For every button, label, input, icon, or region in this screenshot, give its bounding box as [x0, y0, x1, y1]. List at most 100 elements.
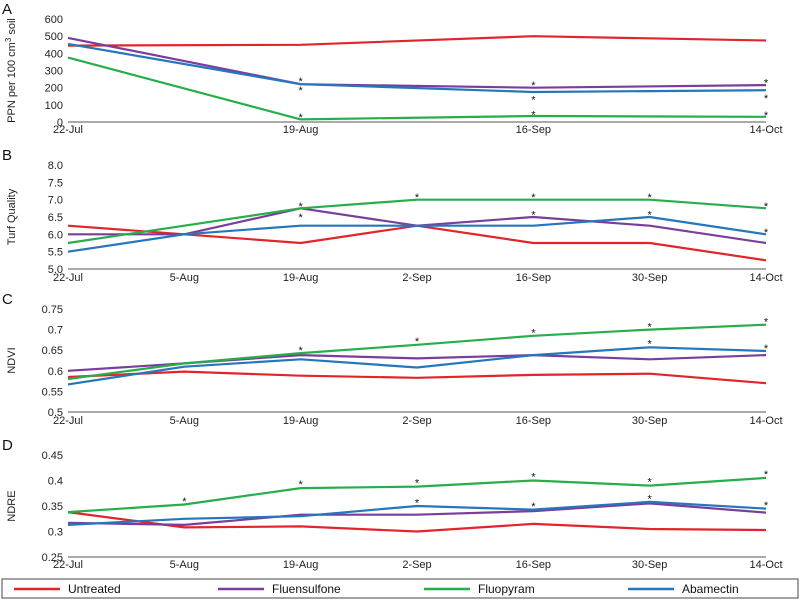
panel-c-x-tick-label: 22-Jul	[53, 415, 83, 427]
panel-b-significance-marker: *	[531, 192, 536, 204]
panel-b-significance-marker: *	[299, 201, 304, 213]
panel-d-significance-marker: *	[182, 496, 187, 508]
panel-d-significance-marker: *	[764, 500, 769, 512]
panel-a-significance-marker: *	[764, 93, 769, 105]
panel-b-x-tick-label: 19-Aug	[283, 272, 318, 284]
panel-d-significance-marker: *	[764, 469, 769, 481]
panel-d-series-abamectin	[67, 500, 767, 526]
legend-box	[1, 578, 799, 599]
panel-d-x-tick-label: 22-Jul	[53, 559, 83, 571]
panel-d-x-tick-label: 14-Oct	[749, 559, 782, 571]
panel-c-y-tick-label: 0.75	[42, 304, 63, 316]
panel-b-y-tick-label: 6.5	[48, 212, 63, 224]
panel-d-x-tick-label: 2-Sep	[402, 559, 431, 571]
panel-a-significance-marker: *	[299, 76, 304, 88]
panel-b-x-tick-label: 22-Jul	[53, 272, 83, 284]
panel-d-significance-marker: *	[299, 479, 304, 491]
panel-c-x-tick-label: 30-Sep	[632, 415, 667, 427]
panel-c-significance-marker: *	[531, 327, 536, 339]
panel-c-y-tick-label: 0.7	[48, 325, 63, 337]
panel-b-series-fluopyram	[67, 198, 767, 245]
panel-c-y-tick-label: 0.5	[48, 407, 63, 419]
legend-label-untreated: Untreated	[68, 582, 121, 596]
panel-c-y-axis-label: NDVI	[6, 347, 18, 373]
legend-label-abamectin: Abamectin	[682, 582, 739, 596]
panel-b-x-tick-label: 30-Sep	[632, 272, 667, 284]
panel-d-y-tick-label: 0.4	[48, 476, 63, 488]
panel-c-significance-marker: *	[415, 336, 420, 348]
panel-d-x-tick-label: 5-Aug	[170, 559, 199, 571]
panel-b-y-tick-label: 7.0	[48, 195, 63, 207]
panel-c-significance-marker: *	[648, 339, 653, 351]
panel-c-x-tick-label: 2-Sep	[402, 415, 431, 427]
panel-c-x-tick-label: 5-Aug	[170, 415, 199, 427]
panel-a-y-tick-label: 100	[45, 100, 63, 112]
panel-a-significance-marker: *	[531, 80, 536, 92]
panel-b-x-tick-label: 14-Oct	[749, 272, 782, 284]
panel-a-series-untreated	[67, 35, 767, 47]
panel-a-significance-marker: *	[531, 95, 536, 107]
panel-a-y-tick-label: 300	[45, 66, 63, 78]
panel-d-significance-marker: *	[415, 478, 420, 490]
panel-c-x-tick-label: 16-Sep	[516, 415, 551, 427]
panel-b-y-tick-label: 6.0	[48, 229, 63, 241]
panel-a-y-tick-label: 500	[45, 31, 63, 43]
panel-a-y-tick-label: 200	[45, 83, 63, 95]
panel-a-series-abamectin	[67, 42, 767, 94]
panel-c-series-fluopyram	[67, 323, 767, 381]
panel-d-letter: D	[2, 437, 13, 454]
panel-a-significance-marker: *	[764, 78, 769, 90]
panel-c-x-tick-label: 14-Oct	[749, 415, 782, 427]
panel-c-y-tick-label: 0.65	[42, 345, 63, 357]
panel-c-series-abamectin	[67, 346, 767, 386]
panel-b-y-tick-label: 8.0	[48, 160, 63, 172]
panel-d-y-tick-label: 0.35	[42, 501, 63, 513]
panel-a-letter: A	[2, 1, 12, 18]
panel-a-y-axis-label: PPN per 100 cm3 soil	[4, 18, 19, 123]
panel-d-x-tick-label: 16-Sep	[516, 559, 551, 571]
panel-b-x-tick-label: 16-Sep	[516, 272, 551, 284]
panel-a-x-tick-label: 19-Aug	[283, 124, 318, 136]
panel-a-x-tick-label: 22-Jul	[53, 124, 83, 136]
panel-c-letter: C	[2, 291, 13, 308]
panel-d-series-fluensulfone	[67, 502, 767, 527]
panel-b-significance-marker: *	[764, 227, 769, 239]
panel-c-series-untreated	[67, 370, 767, 385]
panel-a-significance-marker: *	[299, 112, 304, 124]
panel-c-significance-marker: *	[648, 321, 653, 333]
panel-b-significance-marker: *	[648, 192, 653, 204]
panel-b-y-tick-label: 5.0	[48, 264, 63, 276]
panel-a-significance-marker: *	[531, 109, 536, 121]
panel-d-y-tick-label: 0.45	[42, 450, 63, 462]
panel-c-y-tick-label: 0.55	[42, 386, 63, 398]
panel-c-significance-marker: *	[764, 316, 769, 328]
panel-d-significance-marker: *	[415, 497, 420, 509]
panel-b-significance-marker: *	[531, 210, 536, 222]
panel-a-significance-marker: *	[764, 110, 769, 122]
panel-b-y-tick-label: 7.5	[48, 177, 63, 189]
panel-b-y-tick-label: 5.5	[48, 247, 63, 259]
panel-d-series-fluopyram	[67, 476, 767, 514]
panel-a-significance-marker: *	[299, 85, 304, 97]
panel-a-x-tick-label: 14-Oct	[749, 124, 782, 136]
panel-c-significance-marker: *	[299, 345, 304, 357]
panel-b-significance-marker: *	[415, 192, 420, 204]
legend-label-fluopyram: Fluopyram	[478, 582, 535, 596]
panel-b-series-abamectin	[67, 215, 767, 253]
panel-b-series-untreated	[67, 224, 767, 262]
panel-a-y-tick-label: 600	[45, 14, 63, 26]
panel-d-x-tick-label: 30-Sep	[632, 559, 667, 571]
panel-b-x-tick-label: 2-Sep	[402, 272, 431, 284]
panel-d-y-tick-label: 0.25	[42, 552, 63, 564]
panel-d-y-tick-label: 0.3	[48, 527, 63, 539]
panel-d-x-tick-label: 19-Aug	[283, 559, 318, 571]
panel-b-letter: B	[2, 147, 12, 164]
panel-c-significance-marker: *	[764, 343, 769, 355]
panel-b-y-axis-label: Turf Quality	[6, 188, 18, 245]
legend-label-fluensulfone: Fluensulfone	[272, 582, 341, 596]
panel-c-x-tick-label: 19-Aug	[283, 415, 318, 427]
panel-a-series-fluensulfone	[67, 36, 767, 89]
panel-a-y-tick-label: 400	[45, 48, 63, 60]
panel-b-significance-marker: *	[764, 201, 769, 213]
panel-d-significance-marker: *	[648, 493, 653, 505]
